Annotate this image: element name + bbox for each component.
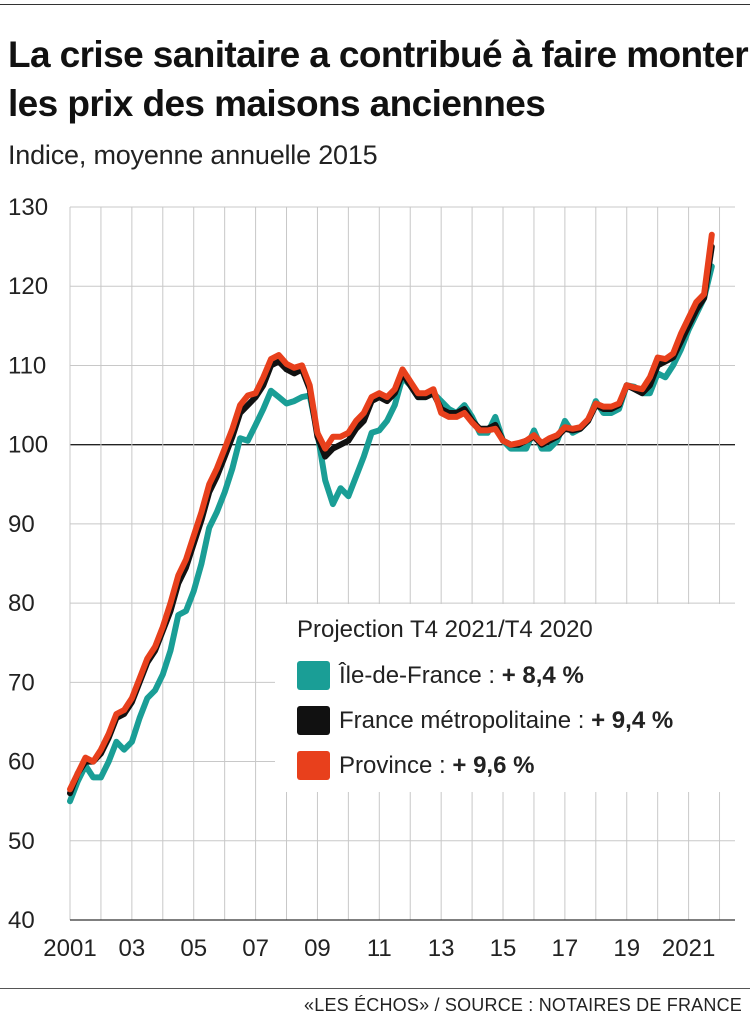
chart-title: La crise sanitaire a contribué à faire m… (8, 34, 749, 124)
x-tick-label: 05 (180, 935, 207, 962)
footer-rule (0, 988, 750, 989)
y-tick-label: 60 (8, 749, 35, 776)
legend-swatch-ile-de-france (297, 661, 330, 690)
y-tick-label: 130 (8, 194, 48, 221)
grid-layer (69, 206, 735, 921)
legend-value-ile-de-france: + 8,4 % (501, 662, 584, 689)
series-line-ile-de-france (67, 263, 715, 805)
series-layer (67, 231, 715, 805)
chart-subtitle: Indice, moyenne annuelle 2015 (8, 140, 378, 170)
legend-swatch-province (297, 751, 330, 780)
legend-text-ile-de-france: Île-de-France : + 8,4 % (339, 662, 584, 690)
legend-swatch-france (297, 706, 330, 735)
y-tick-label: 40 (8, 907, 35, 934)
x-tick-label: 2021 (662, 935, 715, 962)
legend-box: Projection T4 2021/T4 2020 Île-de-France… (275, 604, 743, 792)
top-rule (0, 4, 750, 5)
x-tick-label: 09 (304, 935, 331, 962)
legend-value-france: + 9,4 % (591, 707, 674, 734)
y-tick-label: 100 (8, 432, 48, 459)
legend-label-ile-de-france: Île-de-France : (339, 662, 502, 689)
x-tick-label: 07 (242, 935, 269, 962)
legend-label-province: Province : (339, 752, 453, 779)
y-tick-label: 120 (8, 273, 48, 300)
y-tick-label: 90 (8, 511, 35, 538)
legend-text-province: Province : + 9,6 % (339, 752, 534, 780)
legend-text-france: France métropolitaine : + 9,4 % (339, 707, 673, 735)
axis-layer: 40 50 60 70 80 90 100 110 120 130 2001 03 05 07 09 11 13… (8, 194, 735, 962)
source-credit: «LES ÉCHOS» / SOURCE : NOTAIRES DE FRANC… (304, 995, 742, 1015)
x-tick-label: 15 (490, 935, 517, 962)
y-tick-label: 70 (8, 669, 35, 696)
legend-title: Projection T4 2021/T4 2020 (297, 616, 593, 643)
x-tick-label: 11 (367, 935, 392, 962)
y-tick-label: 110 (8, 352, 46, 379)
x-tick-label: 17 (552, 935, 579, 962)
x-tick-label: 03 (119, 935, 146, 962)
x-tick-label: 19 (613, 935, 640, 962)
series-line-province (67, 231, 715, 793)
legend-label-france: France métropolitaine : (339, 707, 592, 734)
legend-value-province: + 9,6 % (452, 752, 535, 779)
x-tick-label: 13 (428, 935, 455, 962)
x-tick-label: 2001 (43, 935, 96, 962)
y-tick-label: 80 (8, 590, 35, 617)
line-chart: 40 50 60 70 80 90 100 110 120 130 2001 03 05 07 09 11 13… (8, 194, 735, 962)
y-tick-label: 50 (8, 828, 35, 855)
